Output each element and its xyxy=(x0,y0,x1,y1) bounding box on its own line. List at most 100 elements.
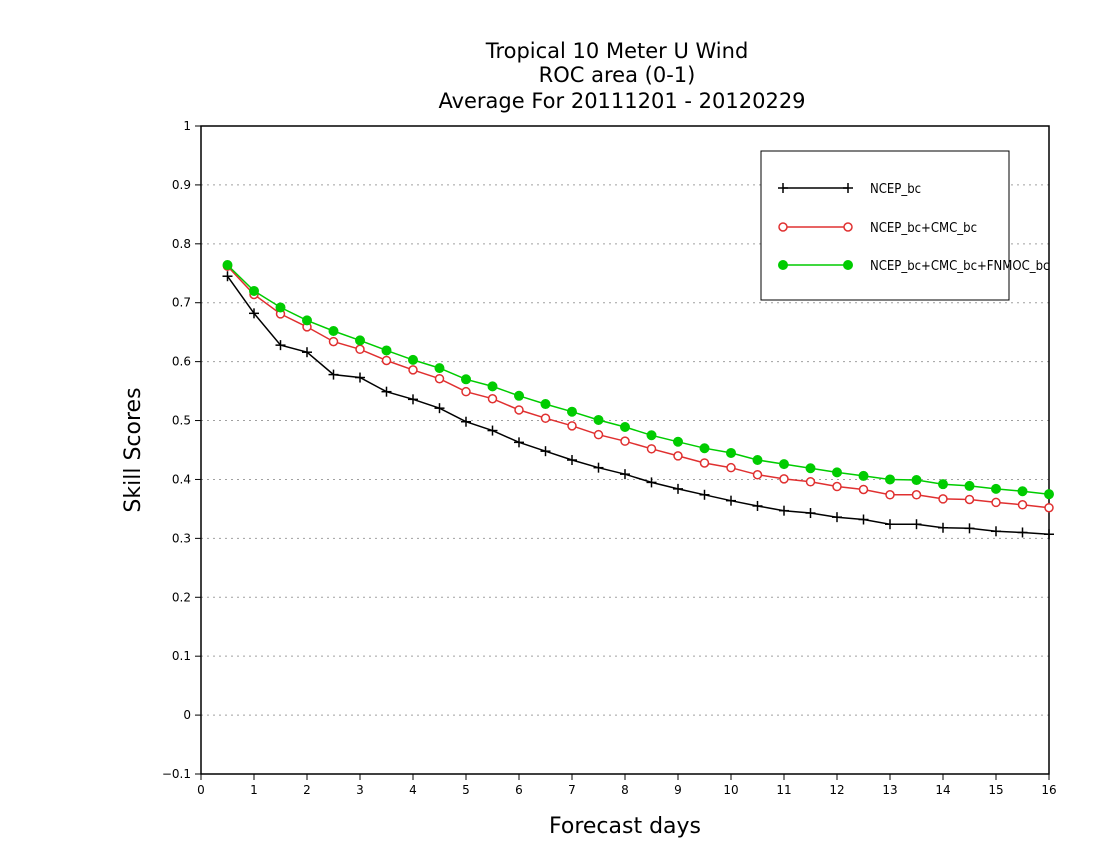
data-point xyxy=(328,336,339,347)
x-tick-label: 6 xyxy=(515,783,523,797)
chart-title-line-2: ROC area (0-1) xyxy=(539,63,696,87)
data-point xyxy=(461,386,471,397)
series-3 xyxy=(222,260,1054,500)
legend-item: NCEP_bc+CMC_bc xyxy=(778,221,977,236)
data-point xyxy=(726,495,736,506)
y-tick-label: 0.7 xyxy=(172,296,191,310)
data-point xyxy=(567,455,577,466)
x-tick-label: 1 xyxy=(250,783,258,797)
data-point xyxy=(858,514,869,525)
data-point xyxy=(911,519,922,530)
data-point xyxy=(673,483,683,494)
data-point xyxy=(832,467,842,478)
data-point xyxy=(991,526,1001,537)
plot-frame xyxy=(200,125,1050,775)
chart-title-line-1: Tropical 10 Meter U Wind xyxy=(485,39,749,63)
data-point xyxy=(620,469,630,480)
y-tick-label: −0.1 xyxy=(162,767,191,781)
data-point xyxy=(1017,500,1028,510)
data-point xyxy=(1017,527,1028,538)
x-tick-label: 13 xyxy=(882,783,897,797)
x-tick-label: 15 xyxy=(988,783,1003,797)
data-point xyxy=(302,315,312,326)
x-tick-label: 3 xyxy=(356,783,364,797)
legend-label: NCEP_bc+CMC_bc xyxy=(870,221,977,236)
x-tick-label: 9 xyxy=(674,783,682,797)
x-tick-label: 2 xyxy=(303,783,311,797)
x-tick-label: 0 xyxy=(197,783,205,797)
data-point xyxy=(487,381,498,392)
legend-item: NCEP_bc xyxy=(778,182,921,197)
data-point xyxy=(355,344,365,355)
x-tick-label: 11 xyxy=(776,783,791,797)
data-point xyxy=(1044,489,1054,500)
data-point xyxy=(249,285,259,296)
data-point xyxy=(381,355,392,366)
data-point xyxy=(222,260,233,271)
data-point xyxy=(779,505,789,516)
data-point xyxy=(938,522,948,533)
data-point xyxy=(938,479,948,490)
data-point xyxy=(646,477,657,488)
y-tick-label: 1 xyxy=(183,119,191,133)
data-point xyxy=(593,462,604,473)
y-axis-label: Skill Scores xyxy=(121,387,146,512)
legend-marker xyxy=(843,222,853,232)
data-point xyxy=(514,390,524,401)
y-tick-label: 0.6 xyxy=(172,355,191,369)
legend-marker xyxy=(778,222,788,232)
legend-marker xyxy=(778,183,788,193)
data-point xyxy=(381,345,392,356)
legend: NCEP_bc NCEP_bc+CMC_bc NCEP_bc+CMC_bc+FNMO… xyxy=(760,150,1049,301)
x-tick-label: 8 xyxy=(621,783,629,797)
legend-label: NCEP_bc xyxy=(870,182,921,197)
series-1 xyxy=(222,271,1054,540)
data-point xyxy=(991,483,1001,494)
data-point xyxy=(726,462,736,473)
data-point xyxy=(567,421,577,431)
x-axis-label: Forecast days xyxy=(549,814,701,839)
chart-title-line-3: Average For 20111201 - 20120229 xyxy=(438,89,805,113)
y-tick-label: 0.1 xyxy=(172,649,191,663)
legend-marker xyxy=(843,260,853,270)
data-point xyxy=(885,490,895,500)
data-point xyxy=(911,490,922,500)
data-point xyxy=(381,386,392,397)
data-point xyxy=(275,302,286,313)
legend-box xyxy=(760,150,1010,301)
data-point xyxy=(540,413,551,423)
data-point xyxy=(355,335,365,346)
data-point xyxy=(408,394,418,405)
x-tick-label: 5 xyxy=(462,783,470,797)
data-point xyxy=(938,494,948,504)
data-point xyxy=(434,363,445,374)
y-tick-label: 0.8 xyxy=(172,237,191,251)
data-point xyxy=(514,405,524,415)
data-point xyxy=(567,406,577,417)
data-point xyxy=(699,458,710,468)
data-point xyxy=(858,470,869,481)
data-point xyxy=(858,484,869,495)
data-point xyxy=(355,372,365,383)
data-point xyxy=(885,474,895,485)
data-point xyxy=(408,365,418,375)
y-tick-label: 0.9 xyxy=(172,178,191,192)
data-point xyxy=(646,430,657,441)
data-point xyxy=(434,403,445,414)
axis-ticks: −0.100.10.20.30.40.50.60.70.80.910 1 2 3 4 5 6… xyxy=(162,119,1057,797)
legend-label: NCEP_bc+CMC_bc+FNMOC_bc xyxy=(870,259,1049,274)
data-point xyxy=(673,451,683,461)
data-point xyxy=(964,494,975,505)
data-point xyxy=(593,414,604,425)
data-point xyxy=(328,369,339,380)
data-point xyxy=(991,497,1001,508)
data-point xyxy=(673,436,683,447)
data-point xyxy=(911,475,922,486)
x-tick-label: 4 xyxy=(409,783,417,797)
y-tick-label: 0.4 xyxy=(172,472,191,486)
data-point xyxy=(805,477,816,487)
data-point xyxy=(726,447,736,458)
data-point xyxy=(752,469,763,480)
x-tick-label: 7 xyxy=(568,783,576,797)
